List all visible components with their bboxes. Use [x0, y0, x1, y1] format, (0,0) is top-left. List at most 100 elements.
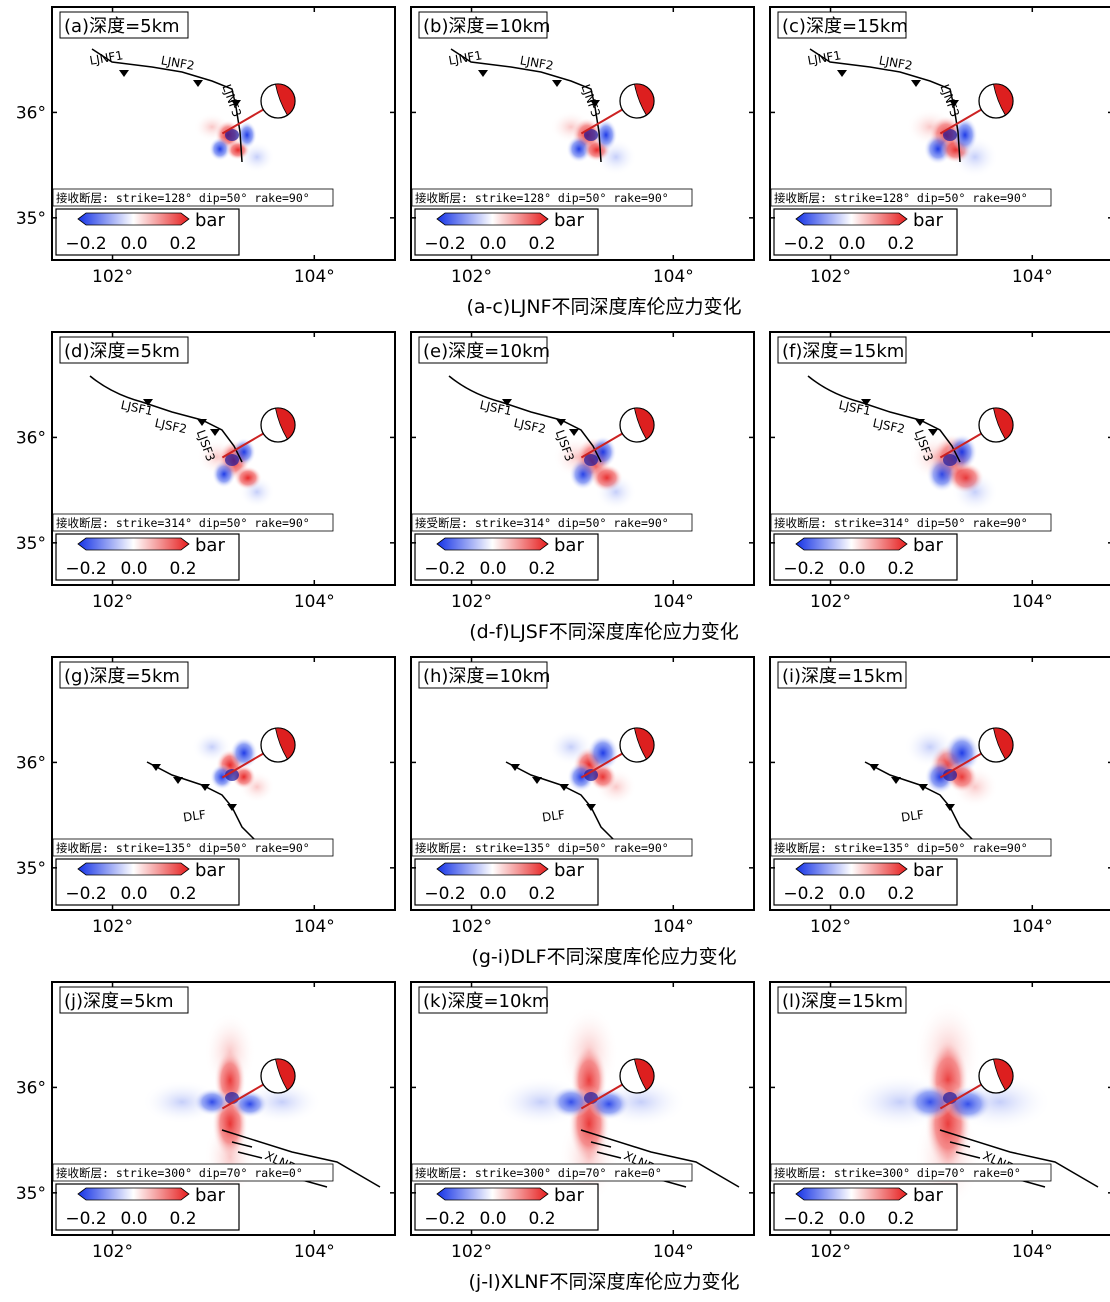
panel-title-box: [59, 986, 189, 1014]
fault-trace: [955, 1151, 981, 1159]
map-frame: [410, 6, 755, 261]
thrust-triangle: [590, 100, 600, 107]
thrust-triangle: [861, 399, 871, 406]
beachball-compression-quadrant: [992, 407, 1014, 440]
fault-name-label: LJNF1: [806, 48, 842, 68]
beachball-compression-quadrant: [633, 727, 655, 760]
focal-mechanism-beachball: [221, 407, 296, 459]
colorbar-gradient: [77, 537, 190, 551]
longitude-label: 104°: [294, 592, 335, 612]
thrust-triangle: [200, 784, 210, 791]
map-frame: [51, 331, 396, 586]
stress-lobe: [595, 1076, 687, 1128]
fault-name-label: LJNF2: [160, 53, 196, 73]
stress-lobe: [951, 471, 999, 513]
stress-lobe: [951, 766, 999, 808]
thrust-triangle: [869, 764, 879, 771]
receiver-fault-label: 接收断层: strike=314° dip=50° rake=90°: [56, 516, 310, 530]
fault-name-label: DLF: [182, 808, 207, 825]
stress-lobe: [239, 771, 275, 803]
stress-lobe: [204, 1012, 256, 1092]
map-frame: [769, 6, 1110, 261]
colorbar-gradient: [77, 862, 190, 876]
thrust-triangle: [119, 70, 129, 77]
fault-trace-group: DLF: [864, 761, 985, 853]
panel-title: (j)深度=5km: [64, 991, 174, 1012]
longitude-label: 102°: [451, 592, 492, 612]
colorbar-tick-label: −0.2: [65, 884, 106, 904]
stress-lobe: [197, 439, 237, 475]
colorbar-tick-label: 0.0: [479, 234, 506, 254]
receiver-fault-label: 接收断层: strike=300° dip=70° rake=0°: [56, 1166, 303, 1180]
colorbar-tick-label: 0.0: [479, 884, 506, 904]
colorbar-tick-label: 0.0: [479, 1209, 506, 1229]
map-panel: DLF 接收断层: strike=135° dip=50° rake=90° bar…: [410, 656, 755, 937]
receiver-fault-label: 接收断层: strike=135° dip=50° rake=90°: [415, 841, 669, 855]
stress-lobe: [548, 728, 594, 766]
stress-lobe: [586, 734, 620, 772]
map-frame: [769, 331, 1110, 586]
beachball-compression-quadrant: [274, 83, 296, 116]
coulomb-stress-field: [192, 731, 275, 803]
thrust-triangle: [173, 777, 183, 784]
colorbar-gradient: [795, 862, 908, 876]
fault-name-label: LJNF2: [519, 53, 555, 73]
panel-title-box: [418, 336, 548, 364]
row-caption: (d-f)LJSF不同深度库伦应力变化: [469, 621, 739, 643]
colorbar-tick-label: −0.2: [424, 234, 465, 254]
longitude-label: 102°: [810, 917, 851, 937]
map-frame: [51, 981, 396, 1236]
colorbar-unit-label: bar: [195, 210, 225, 231]
colorbar-tick-label: 0.2: [887, 1209, 914, 1229]
panel-title: (c)深度=15km: [782, 16, 908, 37]
row-caption: (a-c)LJNF不同深度库伦应力变化: [466, 296, 741, 318]
fault-name-label: DLF: [541, 808, 566, 825]
receiver-fault-label: 接收断层: strike=135° dip=50° rake=90°: [774, 841, 1028, 855]
fault-trace: [590, 1141, 612, 1148]
panel-title: (d)深度=5km: [64, 341, 180, 362]
fault-name-label: LJNF1: [88, 48, 124, 68]
thrust-triangle: [586, 804, 596, 811]
longitude-label: 102°: [92, 917, 133, 937]
longitude-label: 104°: [653, 267, 694, 287]
thrust-triangle: [193, 80, 203, 87]
fault-trace-group: DLF: [505, 761, 626, 853]
fault-name-label: DLF: [900, 808, 925, 825]
beachball-compression-quadrant: [633, 83, 655, 116]
stress-lobe: [553, 436, 599, 478]
colorbar-tick-label: 0.2: [169, 1209, 196, 1229]
colorbar-unit-label: bar: [195, 535, 225, 556]
source-cluster: [584, 129, 598, 141]
panel-title-box: [777, 661, 907, 689]
thrust-triangle: [915, 419, 925, 426]
fault-trace-group: DLF: [146, 761, 267, 853]
thrust-triangle: [556, 419, 566, 426]
colorbar-tick-label: −0.2: [783, 559, 824, 579]
fault-name-label: LJNF2: [878, 53, 914, 73]
receiver-fault-label: 接收断层: strike=300° dip=70° rake=0°: [774, 1166, 1021, 1180]
focal-mechanism-beachball: [221, 1058, 296, 1110]
figure-row: DLF 接收断层: strike=135° dip=50° rake=90° bar…: [16, 656, 1110, 968]
longitude-label: 102°: [92, 1242, 133, 1262]
receiver-fault-label: 接收断层: strike=128° dip=50° rake=90°: [774, 191, 1028, 205]
latitude-label: 36°: [16, 1078, 46, 1098]
longitude-label: 104°: [1012, 267, 1053, 287]
focal-mechanism-beachball: [580, 1058, 655, 1110]
longitude-label: 104°: [1012, 592, 1053, 612]
fault-name-label: LJSF2: [872, 416, 907, 436]
colorbar-tick-label: 0.0: [838, 1209, 865, 1229]
thrust-triangle: [197, 419, 207, 426]
thrust-triangle: [210, 429, 220, 436]
stress-lobe: [192, 731, 232, 763]
receiver-fault-label: 接收断层: strike=300° dip=70° rake=0°: [415, 1166, 662, 1180]
fault-trace: [89, 375, 243, 463]
thrust-triangle: [918, 784, 928, 791]
thrust-triangle: [143, 399, 153, 406]
thrust-triangle: [552, 80, 562, 87]
colorbar-tick-label: 0.2: [169, 884, 196, 904]
